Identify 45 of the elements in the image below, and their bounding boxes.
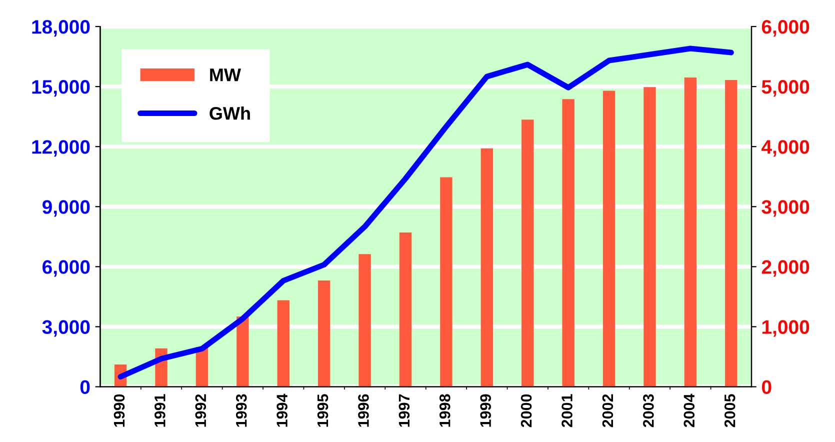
x-tick-label: 1992	[195, 394, 206, 427]
legend-label: MW	[210, 68, 241, 82]
y-tick-label: 18,000	[32, 20, 90, 37]
y2-tick-label: 3,000	[762, 200, 810, 217]
y2-tick-label: 2,000	[762, 260, 810, 277]
bar	[318, 280, 330, 387]
x-tick-label: 1991	[154, 394, 166, 427]
y2-tick-label: 6,000	[762, 20, 810, 37]
y-tick-label: 12,000	[32, 140, 90, 157]
x-tick-label: 1999	[480, 394, 492, 427]
bar	[358, 254, 371, 387]
bar	[725, 80, 738, 387]
y2-tick-label: 0	[762, 380, 772, 394]
y2-tick-label: 5,000	[762, 80, 810, 97]
y-tick-label: 15,000	[32, 80, 90, 97]
x-tick-label: 1997	[398, 394, 410, 427]
legend-label: GWh	[210, 106, 250, 120]
x-tick-label: 1994	[276, 394, 288, 427]
y-tick-label: 3,000	[42, 320, 90, 337]
bar	[440, 177, 452, 387]
y-tick-label: 0	[80, 380, 90, 394]
bar	[236, 316, 249, 387]
x-tick-label: 2004	[684, 394, 695, 428]
x-tick-label: 1990	[114, 394, 125, 427]
x-tick-label: 2000	[520, 394, 532, 428]
bar	[277, 300, 290, 387]
bar	[602, 90, 616, 387]
x-tick-label: 2005	[724, 394, 736, 428]
bar	[684, 78, 697, 387]
bar	[644, 87, 656, 387]
x-tick-label: 2003	[643, 394, 654, 428]
bar	[522, 120, 534, 387]
bar	[399, 232, 412, 387]
x-tick-label: 1996	[358, 394, 369, 427]
x-tick-label: 2001	[562, 394, 572, 428]
x-tick-label: 1993	[236, 394, 247, 427]
x-tick-label: 2002	[602, 394, 614, 428]
y2-tick-label: 4,000	[762, 140, 810, 157]
x-tick-label: 1998	[439, 394, 450, 427]
bar	[480, 148, 494, 387]
y-tick-label: 6,000	[42, 260, 90, 277]
x-tick-label: 1995	[317, 394, 328, 427]
y-tick-label: 9,000	[42, 200, 90, 217]
bar	[562, 99, 574, 387]
y2-tick-label: 1,000	[762, 320, 810, 337]
